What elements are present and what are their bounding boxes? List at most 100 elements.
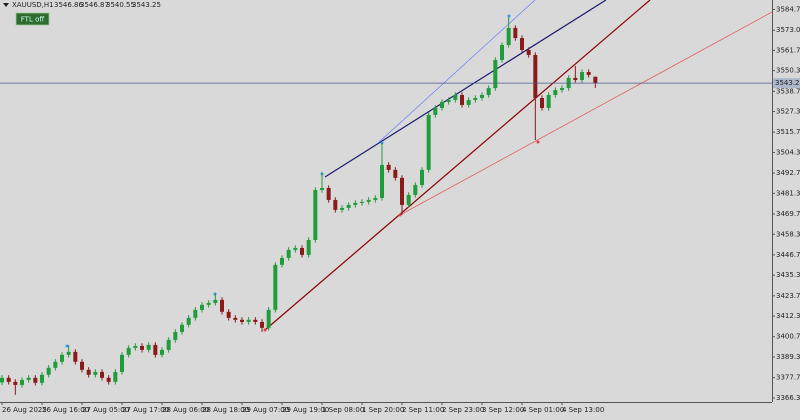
candle-body	[206, 302, 211, 305]
y-tick-label: 3412.30	[776, 312, 800, 320]
y-tick-label: 3538.70	[776, 87, 800, 95]
x-tick-label: 1 Sep 08:00	[322, 406, 364, 414]
candle-body	[193, 309, 198, 318]
candle-body	[393, 169, 398, 178]
fractal-high	[65, 344, 69, 348]
candle-body	[86, 369, 91, 375]
high-value: 3546.87	[80, 1, 109, 9]
candle-body	[406, 194, 411, 205]
candle-body	[586, 72, 591, 75]
y-tick-label: 3377.70	[776, 374, 800, 382]
candle-body	[293, 247, 298, 250]
candle-body	[180, 324, 184, 332]
candle-body	[460, 94, 464, 105]
x-tick-label: 3 Sep 12:00	[482, 406, 524, 414]
candle-body	[113, 371, 118, 382]
candle-body	[533, 54, 538, 99]
candle-body	[366, 199, 371, 202]
candle-body	[340, 207, 344, 210]
candle-body	[133, 345, 138, 348]
candle-body	[573, 77, 578, 81]
fractal-low	[263, 328, 267, 332]
candle-body	[486, 88, 491, 95]
candle-body	[6, 377, 11, 382]
candle-body	[320, 188, 324, 190]
candle-body	[260, 321, 264, 328]
candle-body	[493, 59, 498, 89]
candle-body	[360, 201, 364, 203]
candle-body	[160, 349, 164, 355]
candle-body	[166, 339, 171, 350]
candle-body	[440, 101, 444, 108]
candle-body	[513, 27, 518, 39]
candle-body	[60, 354, 64, 362]
x-tick-label: 28 Aug 18:00	[202, 406, 249, 414]
candle-body	[0, 377, 4, 383]
candle-body	[506, 27, 511, 46]
candle-body	[380, 164, 384, 198]
candle-body	[73, 351, 78, 362]
candle-body	[480, 94, 484, 99]
candle-body	[580, 72, 584, 81]
ftl-button[interactable]: FTL off	[15, 12, 50, 26]
fractal-high	[380, 141, 384, 145]
candle-body	[520, 38, 524, 50]
y-tick-label: 3458.30	[776, 230, 800, 238]
candle-body	[353, 202, 358, 205]
candle-body	[560, 88, 564, 91]
candle-body	[413, 184, 418, 195]
candle-body	[453, 94, 458, 100]
candle-body	[273, 264, 278, 310]
candle-body	[306, 239, 311, 255]
candle-body	[280, 257, 284, 265]
y-tick-label: 3446.70	[776, 251, 800, 259]
trend-line	[399, 11, 773, 216]
candle-body	[80, 361, 84, 370]
x-tick-label: 26 Aug 16:00	[42, 406, 89, 414]
y-tick-label: 3584.70	[776, 5, 800, 13]
candle-body	[426, 114, 431, 170]
trend-line	[264, 0, 651, 331]
price-tag-label: 3543.25	[775, 79, 800, 87]
low-value: 3540.55	[106, 1, 135, 9]
x-tick-label: 26 Aug 2025	[2, 406, 47, 414]
candle-body	[300, 247, 304, 255]
candle-body	[346, 204, 351, 208]
candle-body	[93, 371, 98, 375]
candle-body	[246, 319, 251, 322]
x-tick-label: 1 Sep 20:00	[362, 406, 404, 414]
candle-body	[253, 319, 258, 322]
x-tick-label: 27 Aug 05:00	[82, 406, 129, 414]
y-tick-label: 3561.70	[776, 46, 800, 54]
candle-body	[120, 354, 124, 372]
y-tick-label: 3573.00	[776, 26, 800, 34]
candle-body	[540, 98, 544, 108]
trend-line	[324, 0, 607, 178]
candle-body	[100, 371, 104, 378]
candle-body	[13, 381, 18, 385]
candle-body	[446, 99, 451, 102]
candle-body	[213, 299, 218, 303]
candle-body	[286, 249, 291, 258]
fractal-high	[507, 14, 511, 18]
candle-body	[326, 188, 331, 200]
candle-body	[200, 304, 204, 310]
candle-body	[500, 45, 504, 60]
candle-body	[266, 309, 271, 328]
x-tick-label: 4 Sep 13:00	[562, 406, 604, 414]
x-tick-label: 2 Sep 11:00	[402, 406, 444, 414]
fractal-low	[398, 213, 402, 217]
x-tick-label: 27 Aug 17:00	[122, 406, 169, 414]
open-value: 3546.86	[54, 1, 83, 9]
candle-body	[233, 317, 238, 320]
candle-body	[553, 90, 558, 95]
candle-body	[33, 377, 38, 383]
y-tick-label: 3504.30	[776, 148, 800, 156]
button-label[interactable]: FTL off	[21, 16, 45, 24]
y-tick-label: 3527.30	[776, 108, 800, 116]
candle-body	[46, 367, 51, 375]
button-bg[interactable]	[15, 12, 50, 26]
y-tick-label: 3550.30	[776, 67, 800, 75]
candle-body	[66, 351, 71, 355]
